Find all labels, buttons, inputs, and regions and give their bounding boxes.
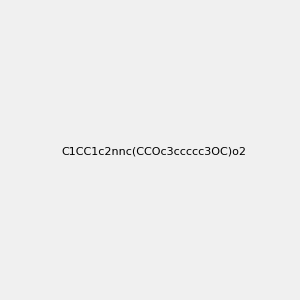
Text: C1CC1c2nnc(CCOc3ccccc3OC)o2: C1CC1c2nnc(CCOc3ccccc3OC)o2 <box>61 146 246 157</box>
